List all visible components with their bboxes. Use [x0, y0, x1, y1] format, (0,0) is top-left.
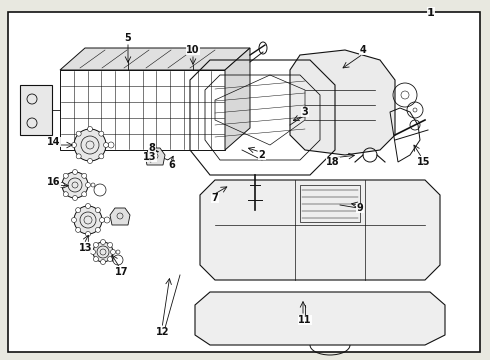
Text: 1: 1 [427, 8, 435, 18]
Circle shape [72, 217, 76, 222]
Text: 16: 16 [47, 177, 61, 187]
Circle shape [99, 217, 104, 222]
Text: 9: 9 [357, 203, 364, 213]
Circle shape [99, 131, 104, 136]
Circle shape [88, 126, 93, 131]
Text: 4: 4 [360, 45, 367, 55]
Circle shape [76, 154, 81, 159]
Circle shape [103, 143, 108, 148]
Text: 11: 11 [298, 315, 312, 325]
Polygon shape [20, 85, 52, 135]
Polygon shape [60, 48, 250, 70]
Polygon shape [225, 48, 250, 150]
Circle shape [108, 242, 113, 247]
Circle shape [59, 183, 65, 188]
Circle shape [99, 154, 104, 159]
Text: 3: 3 [302, 107, 308, 117]
Polygon shape [290, 50, 395, 155]
Circle shape [74, 129, 106, 161]
Text: 7: 7 [212, 193, 219, 203]
Text: 10: 10 [186, 45, 200, 55]
Circle shape [85, 183, 91, 188]
Circle shape [82, 173, 87, 178]
Text: 15: 15 [417, 157, 431, 167]
Polygon shape [145, 148, 165, 165]
Circle shape [100, 260, 105, 265]
Circle shape [108, 257, 113, 262]
Polygon shape [200, 180, 440, 280]
Circle shape [63, 173, 68, 178]
Circle shape [88, 158, 93, 163]
Circle shape [75, 208, 80, 213]
Text: 6: 6 [169, 160, 175, 170]
Circle shape [63, 192, 68, 197]
Polygon shape [110, 208, 130, 225]
Text: 17: 17 [115, 267, 129, 277]
Circle shape [94, 257, 98, 262]
Circle shape [91, 249, 96, 255]
Circle shape [100, 239, 105, 244]
Circle shape [93, 242, 113, 262]
Circle shape [72, 143, 76, 148]
Circle shape [85, 203, 91, 208]
Text: 14: 14 [47, 137, 61, 147]
Circle shape [94, 242, 98, 247]
Text: 12: 12 [156, 327, 170, 337]
Circle shape [73, 195, 77, 201]
Circle shape [73, 170, 77, 175]
Circle shape [75, 228, 80, 233]
Circle shape [85, 231, 91, 237]
Text: 13: 13 [79, 243, 93, 253]
Text: 13: 13 [143, 152, 157, 162]
Text: 2: 2 [259, 150, 266, 160]
Circle shape [82, 192, 87, 197]
Polygon shape [195, 292, 445, 345]
Circle shape [96, 228, 100, 233]
Circle shape [76, 131, 81, 136]
Circle shape [96, 208, 100, 213]
Text: 5: 5 [124, 33, 131, 43]
Circle shape [62, 172, 88, 198]
Circle shape [111, 249, 116, 255]
Text: 18: 18 [326, 157, 340, 167]
Bar [60, 70, 225, 150]
Text: 8: 8 [148, 143, 155, 153]
Circle shape [74, 206, 102, 234]
